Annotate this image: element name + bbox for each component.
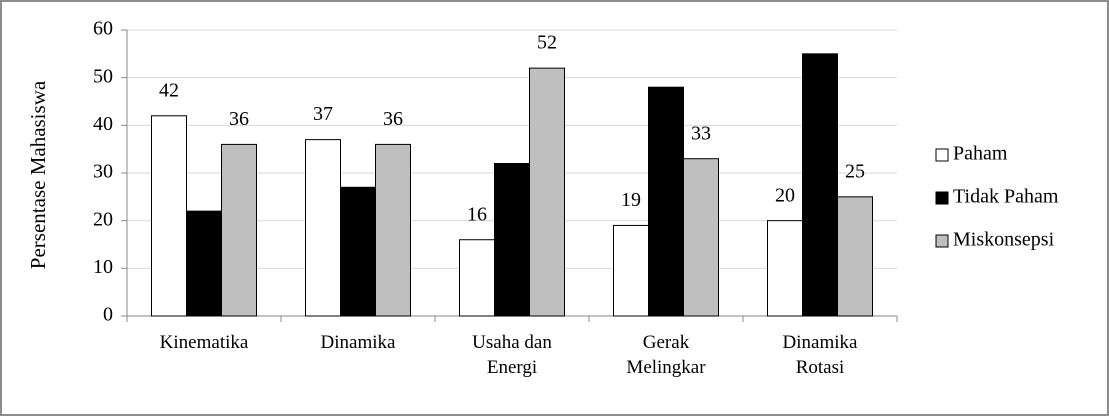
data-label: 33 (691, 122, 711, 144)
bar (529, 67, 565, 317)
legend-swatch (935, 234, 949, 248)
legend-label: Miskonsepsi (953, 229, 1055, 251)
data-label: 42 (159, 79, 179, 101)
bar (613, 224, 649, 317)
y-axis-label: Persentase Mahasiswa (26, 80, 50, 269)
bar (837, 196, 873, 317)
bar (494, 162, 530, 317)
data-label: 52 (537, 32, 557, 54)
data-label: 36 (229, 108, 249, 130)
y-tick-label: 50 (93, 65, 113, 87)
x-tick-label: Gerak Melingkar (626, 332, 706, 378)
legend-swatch (935, 191, 949, 205)
data-label: 16 (467, 203, 487, 225)
y-tick-label: 0 (103, 304, 113, 326)
bar (221, 143, 257, 317)
data-label: 37 (313, 103, 333, 125)
legend-swatch (935, 148, 949, 162)
data-label: 36 (383, 108, 403, 130)
y-tick-label: 30 (93, 161, 113, 183)
bar (340, 186, 376, 317)
bar (151, 115, 187, 317)
bar (375, 143, 411, 317)
bar (802, 53, 838, 317)
legend-label: Tidak Paham (953, 186, 1059, 208)
x-tick-label: Usaha dan Energi (472, 332, 552, 378)
bar (459, 239, 495, 317)
y-tick-label: 40 (93, 113, 113, 135)
legend-label: Paham (953, 143, 1008, 165)
y-tick-label: 20 (93, 208, 113, 230)
bar (186, 210, 222, 317)
data-label: 19 (621, 189, 641, 211)
x-tick-label: Dinamika Rotasi (782, 332, 858, 378)
y-tick-label: 10 (93, 256, 113, 278)
bar (305, 139, 341, 317)
data-label: 25 (845, 160, 865, 182)
x-tick-label: Dinamika (320, 332, 396, 353)
y-tick-label: 60 (93, 18, 113, 40)
bar (683, 158, 719, 317)
x-tick-label: Kinematika (159, 332, 249, 353)
bar (767, 220, 803, 317)
bar (648, 86, 684, 317)
data-label: 20 (775, 184, 795, 206)
